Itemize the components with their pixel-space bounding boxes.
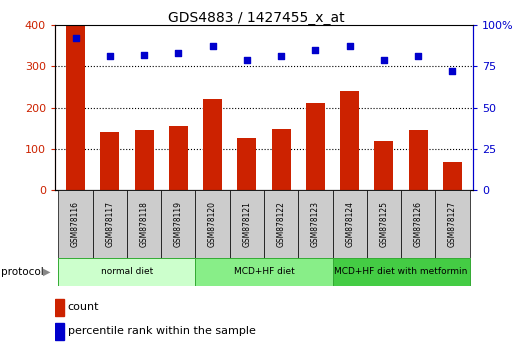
Point: [106, 53, 114, 59]
Bar: [169, 126, 188, 190]
Bar: [238, 138, 256, 190]
Point: [71, 35, 80, 41]
Bar: [401, 190, 436, 258]
Bar: [272, 129, 290, 190]
Text: percentile rank within the sample: percentile rank within the sample: [68, 326, 255, 337]
Point: [277, 53, 285, 59]
Bar: [436, 190, 469, 258]
Bar: [101, 132, 119, 190]
Point: [311, 47, 320, 53]
Text: GSM878126: GSM878126: [413, 201, 423, 247]
Bar: [195, 258, 332, 286]
Text: GSM878124: GSM878124: [345, 201, 354, 247]
Text: normal diet: normal diet: [101, 268, 153, 276]
Point: [174, 50, 183, 56]
Bar: [55, 298, 64, 316]
Point: [140, 52, 148, 58]
Bar: [93, 190, 127, 258]
Text: MCD+HF diet with metformin: MCD+HF diet with metformin: [334, 268, 468, 276]
Bar: [161, 190, 195, 258]
Text: count: count: [68, 303, 99, 313]
Bar: [332, 258, 469, 286]
Point: [243, 57, 251, 63]
Text: GSM878120: GSM878120: [208, 201, 217, 247]
Text: GSM878116: GSM878116: [71, 201, 80, 247]
Point: [448, 68, 457, 74]
Bar: [127, 190, 161, 258]
Bar: [203, 99, 222, 190]
Bar: [264, 190, 298, 258]
Text: GSM878122: GSM878122: [277, 201, 286, 247]
Bar: [306, 103, 325, 190]
Bar: [66, 25, 85, 190]
Bar: [374, 141, 393, 190]
Bar: [58, 190, 93, 258]
Bar: [58, 258, 195, 286]
Bar: [230, 190, 264, 258]
Text: GSM878118: GSM878118: [140, 201, 149, 247]
Text: GSM878117: GSM878117: [105, 201, 114, 247]
Text: GSM878119: GSM878119: [174, 201, 183, 247]
Bar: [332, 190, 367, 258]
Text: GSM878121: GSM878121: [242, 201, 251, 247]
Bar: [443, 162, 462, 190]
Bar: [195, 190, 230, 258]
Point: [208, 44, 216, 49]
Text: protocol: protocol: [1, 267, 44, 277]
Point: [414, 53, 422, 59]
Text: MCD+HF diet: MCD+HF diet: [233, 268, 294, 276]
Text: GSM878127: GSM878127: [448, 201, 457, 247]
Bar: [55, 322, 64, 340]
Bar: [134, 130, 153, 190]
Text: GSM878123: GSM878123: [311, 201, 320, 247]
Point: [380, 57, 388, 63]
Text: GDS4883 / 1427455_x_at: GDS4883 / 1427455_x_at: [168, 11, 345, 25]
Bar: [340, 91, 359, 190]
Text: GSM878125: GSM878125: [380, 201, 388, 247]
Bar: [367, 190, 401, 258]
Point: [346, 44, 354, 49]
Bar: [298, 190, 332, 258]
Text: ▶: ▶: [44, 267, 51, 277]
Bar: [409, 130, 428, 190]
